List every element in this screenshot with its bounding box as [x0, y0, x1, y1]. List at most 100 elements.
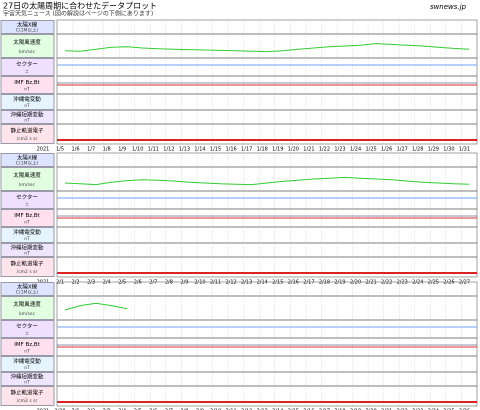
row-label-bg — [0, 34, 55, 58]
plot-frame — [56, 319, 478, 339]
row-unit: ± — [25, 201, 29, 207]
row-label-bg — [0, 372, 55, 386]
date-label: 2/11 — [210, 280, 221, 286]
row-label: 沖縄電変動 — [13, 357, 41, 365]
row-label: 太陽X線 — [17, 20, 38, 28]
plot-frame — [56, 93, 478, 111]
date-label: 1/16 — [225, 147, 236, 153]
plot-frame — [56, 19, 478, 35]
plot-frame — [56, 355, 478, 373]
date-label: 3/17 — [319, 409, 330, 410]
date-label: 1/15 — [210, 147, 221, 153]
date-label: 1/5 — [56, 147, 64, 153]
date-label: 1/27 — [397, 147, 408, 153]
wind-line — [64, 43, 470, 53]
row-label-bg — [0, 296, 55, 320]
row-label: IMF Bz,Bt — [14, 80, 40, 86]
row-label-bg — [0, 191, 55, 209]
date-label: 3/1 — [72, 409, 80, 410]
row-label-bg — [0, 76, 55, 94]
date-label: 1/22 — [319, 147, 330, 153]
date-label: 2/21 — [365, 280, 376, 286]
row-label: 静止軌道電子 — [10, 260, 44, 268]
date-label: 1/13 — [179, 147, 190, 153]
date-label: 2/5 — [118, 280, 126, 286]
date-label: 2/19 — [334, 280, 345, 286]
plot-frame — [56, 242, 478, 258]
row-label: 太陽風速度 — [13, 38, 41, 46]
date-label: 1/31 — [459, 147, 470, 153]
date-label: 1/9 — [118, 147, 126, 153]
row-unit: C(1M以上) — [16, 289, 39, 296]
date-label: 1/28 — [412, 147, 423, 153]
date-label: 2/18 — [319, 280, 330, 286]
row-label: セクター — [16, 60, 38, 68]
subtitle: 宇宙天気ニュース (図の解説はページの下側にあります) — [3, 10, 153, 18]
row-label-bg — [0, 338, 55, 356]
date-label: 1/19 — [272, 147, 283, 153]
date-label: 1/8 — [103, 147, 111, 153]
plot-frame — [56, 256, 478, 278]
date-label: 2/28 — [54, 409, 65, 410]
date-label: 3/20 — [365, 409, 376, 410]
date-label: 3/5 — [134, 409, 142, 410]
date-label: 3/19 — [350, 409, 361, 410]
row-label-bg — [0, 386, 55, 406]
row-label-bg — [0, 167, 55, 191]
title: 27日の太陽周期に合わせたデータプロット — [3, 1, 157, 11]
year-label: 2021 — [37, 147, 50, 153]
row-label: IMF Bz,Bt — [14, 342, 40, 348]
row-label-bg — [0, 58, 55, 76]
date-label: 3/10 — [210, 409, 221, 410]
date-label: 2/1 — [56, 280, 64, 286]
row-label: 太陽風速度 — [13, 171, 41, 179]
row-label: 沖縄短期変動 — [10, 372, 44, 380]
row-label: 静止軌道電子 — [10, 127, 44, 135]
date-label: 2/15 — [272, 280, 283, 286]
date-label: 3/26 — [459, 409, 470, 410]
wind-line — [64, 176, 470, 186]
row-label: 沖縄短期変動 — [10, 243, 44, 251]
row-unit: C(1M以上) — [16, 160, 39, 167]
row-label: IMF Bz,Bt — [14, 213, 40, 219]
plot-frame — [56, 226, 478, 244]
row-unit: nT — [24, 236, 30, 242]
row-label: 太陽X線 — [17, 153, 38, 161]
row-label-bg — [0, 110, 55, 124]
date-label: 2/10 — [194, 280, 205, 286]
row-unit: km/sec — [19, 311, 36, 317]
date-label: 1/12 — [163, 147, 174, 153]
row-label: 太陽X線 — [17, 282, 38, 290]
row-unit: /cm2 s sr — [17, 269, 38, 275]
date-label: 1/30 — [443, 147, 454, 153]
row-label: セクター — [16, 193, 38, 201]
date-label: 3/14 — [272, 409, 283, 410]
row-unit: ± — [25, 68, 29, 74]
plot-frame — [56, 190, 478, 210]
date-label: 2/3 — [87, 280, 95, 286]
date-label: 1/11 — [148, 147, 159, 153]
row-label-bg — [0, 356, 55, 372]
plot-frame — [56, 385, 478, 407]
date-label: 2/13 — [241, 280, 252, 286]
row-unit: nT — [24, 219, 30, 225]
date-label: 2/12 — [225, 280, 236, 286]
row-label-bg — [0, 153, 55, 167]
date-label: 3/3 — [103, 409, 111, 410]
plot-frame — [56, 371, 478, 387]
date-label: 2/8 — [165, 280, 173, 286]
date-label: 2/9 — [180, 280, 188, 286]
row-label-bg — [0, 282, 55, 296]
row-label: 沖縄短期変動 — [10, 110, 44, 118]
plot-frame — [56, 123, 478, 145]
date-label: 2/4 — [103, 280, 111, 286]
date-label: 1/14 — [194, 147, 205, 153]
date-label: 2/25 — [428, 280, 439, 286]
date-label: 3/25 — [443, 409, 454, 410]
row-label-bg — [0, 227, 55, 243]
date-label: 1/21 — [303, 147, 314, 153]
date-label: 2/26 — [443, 280, 454, 286]
date-label: 3/16 — [303, 409, 314, 410]
date-label: 2/22 — [381, 280, 392, 286]
date-label: 3/7 — [165, 409, 173, 410]
